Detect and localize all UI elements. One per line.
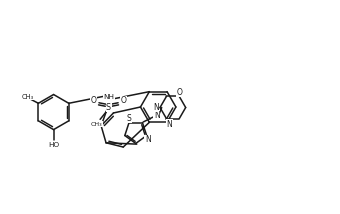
Text: CH₃: CH₃	[91, 122, 103, 126]
Text: O: O	[176, 88, 182, 97]
Text: N: N	[153, 103, 158, 112]
Text: S: S	[126, 114, 131, 123]
Text: N: N	[154, 111, 159, 120]
Text: HO: HO	[48, 142, 59, 148]
Text: O: O	[120, 96, 126, 105]
Text: N: N	[167, 120, 172, 129]
Text: NH: NH	[104, 94, 115, 100]
Text: CH₃: CH₃	[21, 94, 33, 100]
Text: N: N	[145, 135, 151, 144]
Text: O: O	[91, 96, 97, 105]
Text: S: S	[106, 103, 111, 112]
